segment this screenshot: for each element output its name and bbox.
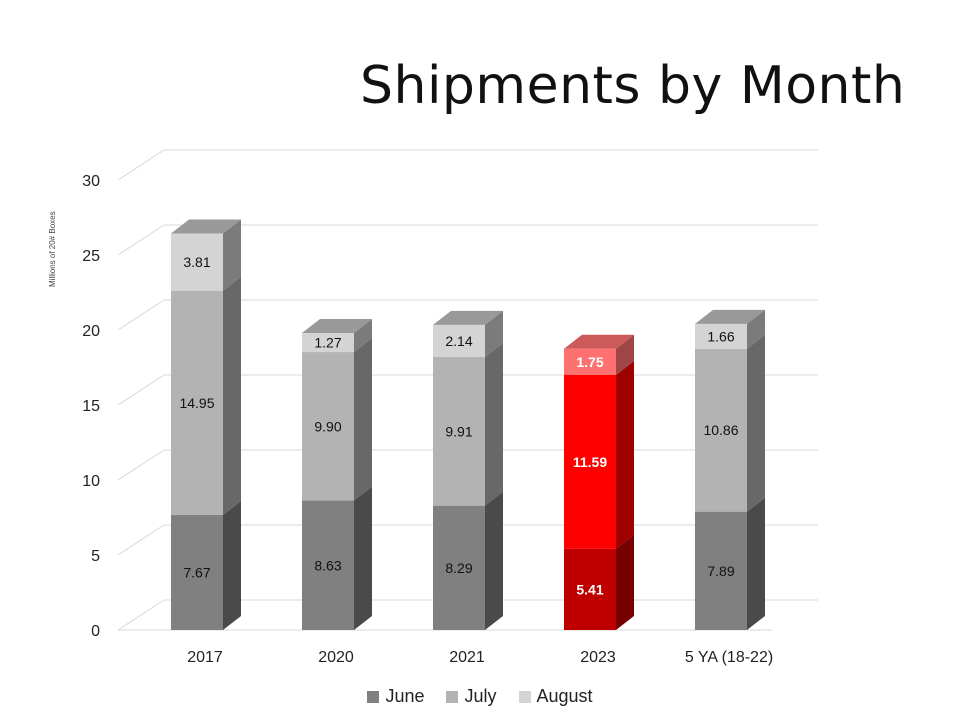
bar-side-august [485, 310, 503, 357]
stacked-bar-chart: 0 5 10 15 20 25 30 Millions of 20# Boxes 7.67 1… [48, 149, 818, 666]
bar-side-june [747, 497, 765, 630]
y-tick-label: 0 [91, 623, 100, 640]
legend-label: June [385, 686, 425, 706]
bar-top [171, 219, 241, 234]
bar-stack: 8.63 9.90 1.27 [302, 319, 372, 630]
bar-stack: 5.41 11.59 1.75 [564, 334, 634, 630]
bar-august [302, 333, 354, 353]
bar-july [433, 357, 485, 506]
bar-july [564, 375, 616, 549]
x-tick-label: 2021 [449, 649, 485, 666]
gridline-diagonal [117, 449, 165, 481]
y-axis-label: Millions of 20# Boxes [48, 211, 57, 287]
bar-june [302, 500, 354, 630]
bar-side-june [223, 500, 241, 630]
data-label: 1.66 [707, 328, 734, 344]
data-label: 8.63 [314, 557, 341, 573]
data-label: 3.81 [183, 254, 210, 270]
bar-top [564, 334, 634, 349]
bar-side-june [485, 491, 503, 630]
gridline-diagonal [117, 599, 165, 631]
bar-stack: 8.29 9.91 2.14 [433, 310, 503, 630]
legend-label: August [536, 686, 593, 706]
gridline-diagonal [117, 524, 165, 556]
data-label: 9.90 [314, 418, 341, 434]
data-label: 2.14 [445, 333, 472, 349]
legend: June July August [0, 686, 960, 707]
bar-august [171, 233, 223, 291]
y-tick-label: 25 [82, 248, 100, 265]
bar-june [433, 505, 485, 630]
y-axis-ticks: 0 5 10 15 20 25 30 [82, 173, 100, 640]
y-tick-label: 10 [82, 473, 100, 490]
x-axis-categories: 2017 2020 2021 2023 5 YA (18-22) [187, 649, 773, 666]
legend-swatch [367, 690, 380, 703]
legend-item-august: August [518, 686, 593, 707]
bar-side-july [616, 361, 634, 549]
bar-stack: 7.67 14.95 3.81 [171, 219, 241, 630]
bar-side-june [616, 534, 634, 630]
y-tick-label: 30 [82, 173, 100, 190]
data-label: 10.86 [703, 422, 738, 438]
bar-june [171, 514, 223, 630]
bar-august [695, 323, 747, 349]
gridline-diagonal [117, 224, 165, 256]
x-tick-label: 2017 [187, 649, 223, 666]
gridline-diagonal [117, 149, 165, 181]
bar-august [564, 348, 616, 375]
bar-top [433, 310, 503, 325]
bar-july [695, 348, 747, 512]
y-tick-label: 15 [82, 398, 100, 415]
data-label: 1.75 [576, 354, 603, 370]
x-tick-label: 2020 [318, 649, 354, 666]
legend-swatch [518, 690, 531, 703]
bar-stack: 7.89 10.86 1.66 [695, 309, 765, 630]
data-label: 8.29 [445, 560, 472, 576]
bar-side-august [354, 319, 372, 353]
legend-item-june: June [367, 686, 424, 707]
bar-side-june [354, 486, 372, 630]
bar-side-august [223, 219, 241, 291]
bar-july [171, 290, 223, 515]
data-label: 9.91 [445, 423, 472, 439]
data-label: 5.41 [576, 581, 603, 597]
bar-june [564, 548, 616, 630]
legend-label: July [464, 686, 497, 706]
bar-side-july [747, 334, 765, 512]
bar-side-august [747, 309, 765, 349]
bar-side-august [616, 334, 634, 375]
bar-side-july [223, 276, 241, 515]
gridline-diagonal [117, 374, 165, 406]
bar-june [695, 511, 747, 630]
data-label: 14.95 [179, 395, 214, 411]
x-tick-label: 5 YA (18-22) [685, 649, 773, 666]
y-tick-label: 5 [91, 548, 100, 565]
bar-top [302, 319, 372, 333]
x-tick-label: 2023 [580, 649, 616, 666]
data-label: 11.59 [573, 454, 607, 470]
legend-item-july: July [446, 686, 497, 707]
chart-title: Shipments by Month [360, 56, 906, 116]
data-label: 7.67 [183, 564, 210, 580]
data-label: 7.89 [707, 563, 734, 579]
gridline-diagonal [117, 299, 165, 331]
data-label: 1.27 [314, 335, 341, 351]
bar-side-july [485, 343, 503, 506]
bar-top [695, 309, 765, 324]
legend-swatch [446, 690, 459, 703]
bar-side-july [354, 338, 372, 501]
bar-july [302, 352, 354, 501]
bars: 7.67 14.95 3.81 8.63 9.90 1.27 8.29 9.91 2.14 5.4… [171, 219, 765, 630]
y-tick-label: 20 [82, 323, 100, 340]
bar-august [433, 324, 485, 357]
